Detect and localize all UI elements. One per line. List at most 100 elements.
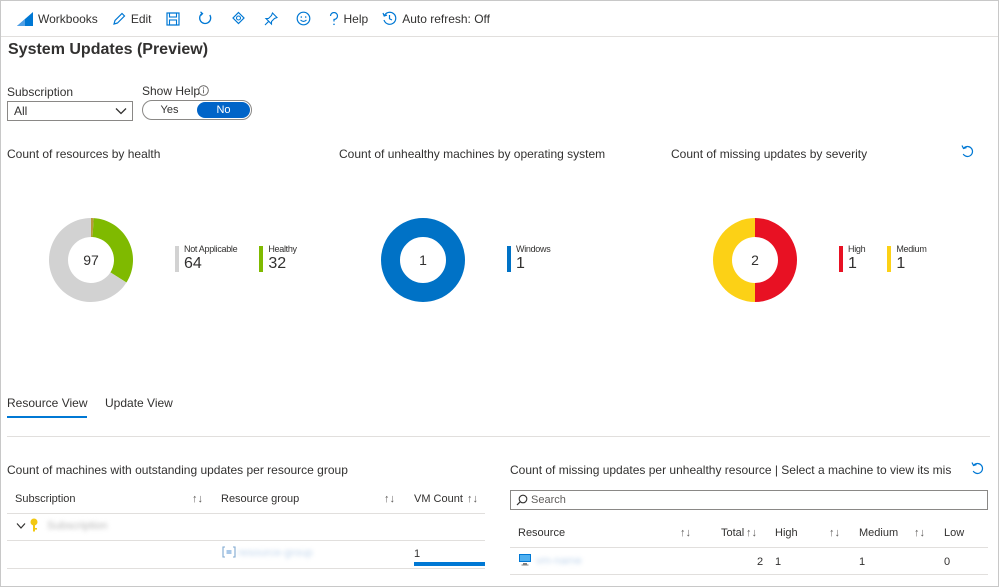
- health-legend: Not Applicable 64 Healthy 32: [175, 244, 319, 273]
- col-header-subscription[interactable]: Subscription: [15, 493, 76, 505]
- header-divider: [7, 513, 485, 514]
- row-divider: [510, 574, 988, 575]
- right-table-title: Count of missing updates per unhealthy r…: [510, 463, 952, 477]
- sort-resource-icon[interactable]: ↑↓: [680, 527, 691, 539]
- share-icon: [231, 11, 245, 25]
- header-divider: [510, 547, 988, 548]
- chevron-down-icon: [115, 108, 127, 115]
- legend-item[interactable]: Not Applicable 64: [175, 244, 238, 273]
- legend-swatch-healthy: [259, 246, 264, 272]
- subscription-label: Subscription: [7, 85, 74, 99]
- toggle-no[interactable]: No: [197, 102, 250, 118]
- health-donut-total: 97: [83, 252, 99, 268]
- refresh-button[interactable]: [198, 1, 213, 37]
- workbooks-button[interactable]: Workbooks: [17, 1, 98, 37]
- legend-name: High: [848, 244, 866, 254]
- left-table-title: Count of machines with outstanding updat…: [7, 463, 348, 477]
- search-input[interactable]: Search: [510, 490, 988, 510]
- toolbar: Workbooks Edit: [1, 1, 998, 37]
- col-header-low[interactable]: Low: [944, 527, 965, 539]
- save-icon: [165, 11, 180, 26]
- info-icon[interactable]: [198, 85, 209, 96]
- workbooks-icon: [17, 11, 33, 26]
- share-button[interactable]: [231, 1, 246, 37]
- col-header-resource-group[interactable]: Resource group: [221, 493, 300, 505]
- sort-total-icon[interactable]: ↑↓: [746, 527, 757, 539]
- os-donut-total: 1: [419, 252, 427, 268]
- show-help-toggle[interactable]: Yes No: [142, 100, 252, 120]
- donut-slice-windows[interactable]: [381, 218, 465, 302]
- legend-name: Not Applicable: [184, 244, 238, 254]
- row-low: 0: [944, 556, 951, 568]
- sort-resource-group-icon[interactable]: ↑↓: [384, 493, 395, 505]
- auto-refresh-button[interactable]: Auto refresh: Off: [382, 1, 490, 37]
- legend-name: Windows: [516, 244, 551, 254]
- row-total: 2: [757, 556, 764, 568]
- donut-slice-healthy[interactable]: [92, 218, 133, 283]
- os-chart-title: Count of unhealthy machines by operating…: [339, 147, 606, 161]
- col-header-medium[interactable]: Medium: [859, 527, 899, 539]
- row-resource-group-link[interactable]: resource-group: [238, 547, 313, 559]
- col-header-resource[interactable]: Resource: [518, 527, 566, 539]
- sort-subscription-icon[interactable]: ↑↓: [192, 493, 203, 505]
- legend-name: Medium: [896, 244, 927, 254]
- subscription-dropdown[interactable]: All: [7, 101, 133, 121]
- toggle-yes[interactable]: Yes: [160, 104, 179, 116]
- donut-slice-medium[interactable]: [713, 218, 755, 302]
- smiley-icon: [296, 11, 310, 26]
- health-donut[interactable]: [48, 217, 134, 303]
- table-refresh-icon[interactable]: [970, 461, 985, 476]
- pin-button[interactable]: [264, 1, 278, 37]
- feedback-button[interactable]: [296, 1, 311, 37]
- chevron-down-icon[interactable]: [16, 522, 26, 530]
- legend-swatch-high: [839, 246, 843, 272]
- vm-count-bar: [414, 562, 485, 566]
- charts-refresh-icon[interactable]: [960, 144, 975, 159]
- legend-item[interactable]: High 1: [839, 244, 866, 273]
- os-legend: Windows 1: [507, 244, 572, 273]
- col-header-high[interactable]: High: [775, 527, 798, 539]
- edit-button[interactable]: Edit: [112, 1, 152, 37]
- search-placeholder: Search: [531, 494, 566, 506]
- row-divider: [7, 568, 485, 569]
- resource-group-icon: [222, 546, 236, 558]
- page-title: System Updates (Preview): [8, 41, 209, 58]
- tab-resource-view[interactable]: Resource View: [7, 396, 88, 418]
- row-resource-link[interactable]: vm-name: [536, 555, 582, 567]
- subscription-value: All: [14, 104, 28, 118]
- help-label: Help: [343, 11, 369, 26]
- legend-item[interactable]: Healthy 32: [259, 244, 297, 273]
- tab-update-view[interactable]: Update View: [105, 396, 173, 410]
- severity-donut[interactable]: [712, 217, 798, 303]
- row-high: 1: [775, 556, 782, 568]
- legend-item[interactable]: Windows 1: [507, 244, 551, 273]
- tab-divider: [7, 436, 990, 437]
- severity-donut-total: 2: [751, 252, 759, 268]
- legend-value: 1: [848, 255, 857, 272]
- sort-medium-icon[interactable]: ↑↓: [914, 527, 925, 539]
- col-header-vm-count[interactable]: VM Count: [414, 493, 463, 505]
- help-icon: [329, 11, 338, 25]
- legend-item[interactable]: Medium 1: [887, 244, 927, 273]
- donut-slice-other[interactable]: [91, 218, 94, 238]
- key-icon: [30, 518, 38, 532]
- severity-chart-title: Count of missing updates by severity: [671, 147, 868, 161]
- help-button[interactable]: Help: [329, 1, 369, 37]
- auto-refresh-label: Auto refresh: Off: [402, 11, 491, 26]
- edit-label: Edit: [130, 11, 152, 26]
- legend-value: 1: [516, 255, 525, 272]
- pin-icon: [264, 11, 278, 25]
- sort-vm-count-icon[interactable]: ↑↓: [467, 493, 478, 505]
- virtual-machine-icon: [519, 554, 531, 566]
- os-donut[interactable]: [380, 217, 466, 303]
- legend-value: 1: [896, 255, 906, 272]
- donut-slice-high[interactable]: [755, 218, 797, 302]
- pencil-icon: [112, 12, 126, 25]
- sort-high-icon[interactable]: ↑↓: [829, 527, 840, 539]
- save-button[interactable]: [165, 1, 180, 37]
- legend-swatch-medium: [887, 246, 892, 272]
- vm-count-bar-track: [414, 562, 485, 566]
- donut-slice-not-applicable[interactable]: [48, 218, 127, 302]
- refresh-icon: [198, 11, 211, 25]
- col-header-total[interactable]: Total: [721, 527, 745, 539]
